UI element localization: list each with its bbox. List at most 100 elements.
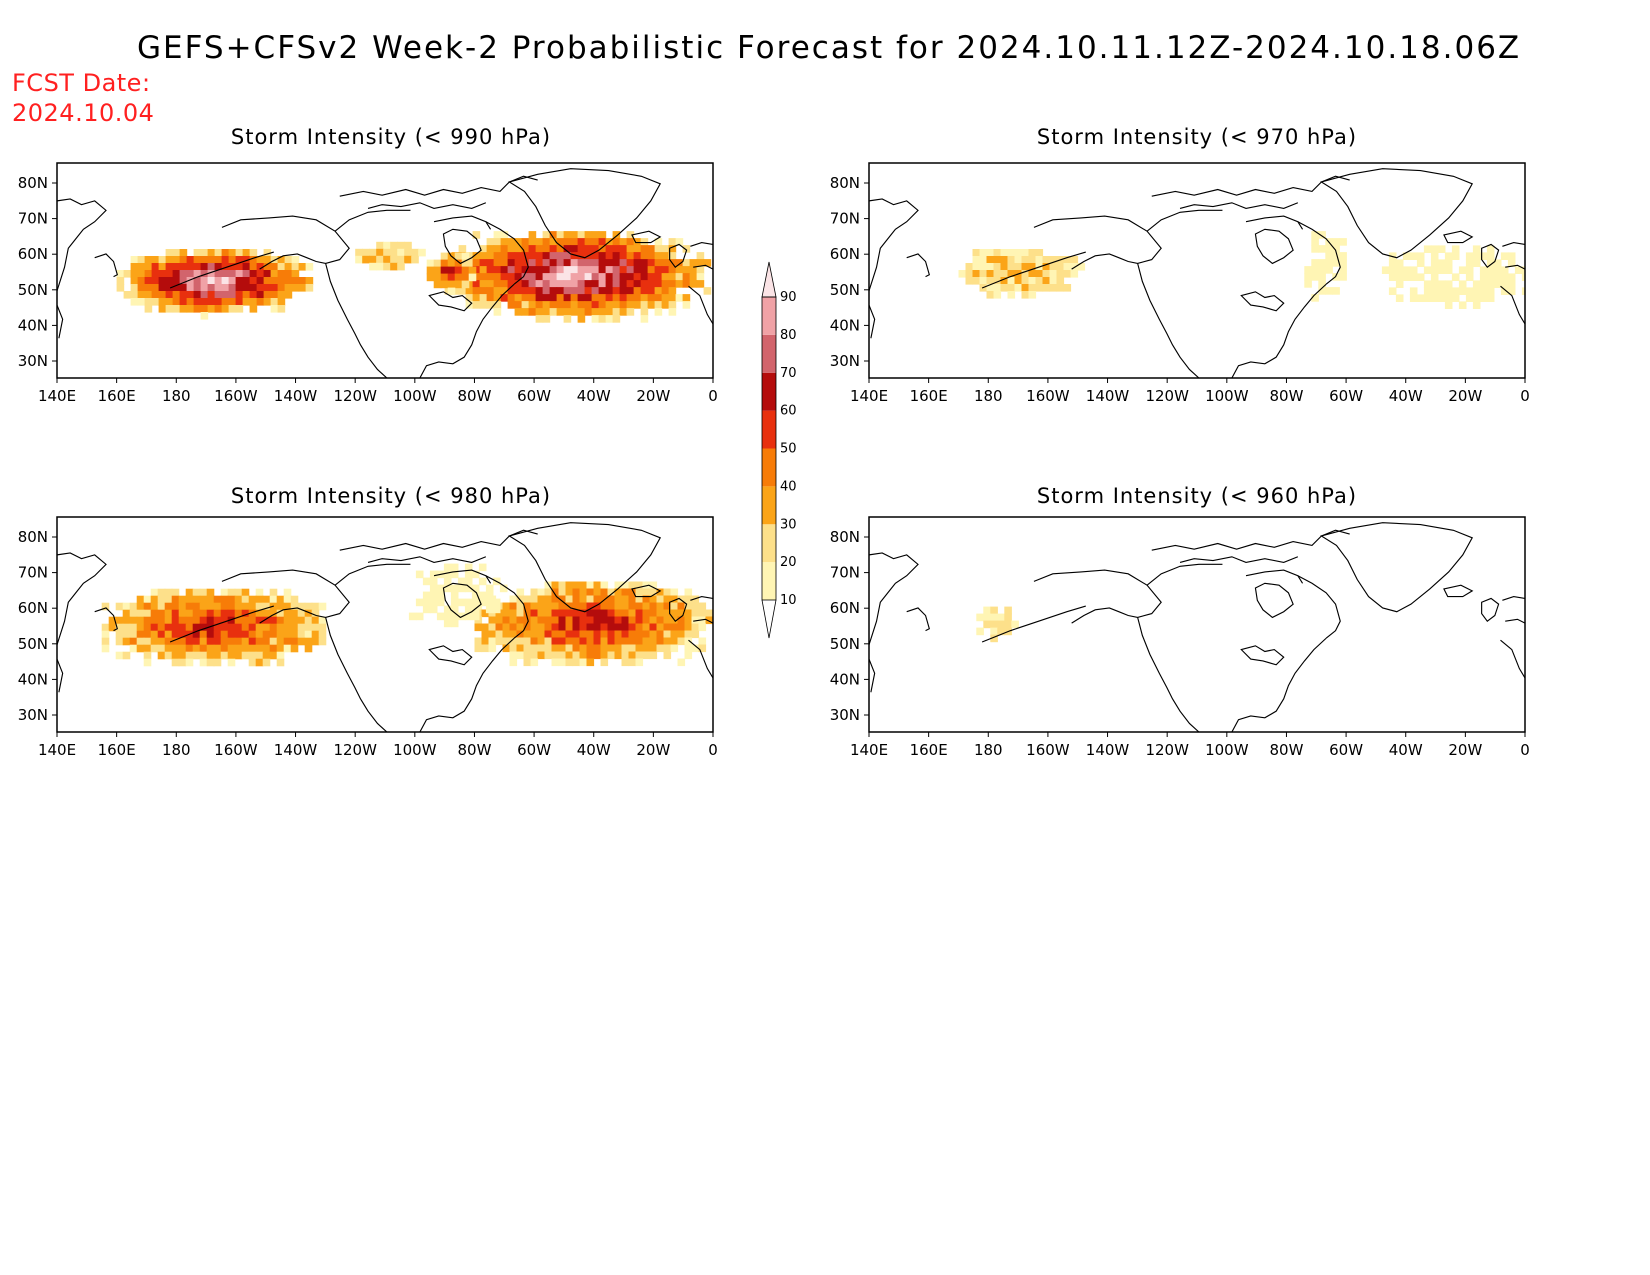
probability-cell: [640, 259, 649, 267]
probability-cell: [297, 630, 306, 639]
probability-cell: [530, 602, 539, 611]
probability-cell: [228, 298, 237, 306]
probability-cell: [593, 588, 602, 597]
probability-cell: [479, 301, 488, 309]
probability-cell: [478, 563, 487, 572]
probability-cell: [186, 270, 195, 278]
probability-cell: [1021, 263, 1030, 271]
probability-cell: [1430, 280, 1439, 288]
probability-cell: [137, 298, 146, 306]
probability-cell: [297, 616, 306, 625]
probability-cell: [542, 266, 551, 274]
probability-cell: [502, 616, 511, 625]
probability-cell: [471, 570, 480, 579]
probability-cell: [454, 273, 463, 282]
probability-cell: [228, 249, 237, 257]
probability-cell: [1465, 294, 1474, 302]
probability-cell: [1035, 249, 1044, 257]
probability-cell: [551, 588, 560, 597]
probability-cell: [468, 273, 477, 282]
probability-cell: [1049, 263, 1058, 271]
probability-cell: [649, 616, 658, 625]
probability-cell: [598, 280, 607, 288]
probability-cell: [607, 651, 616, 660]
probability-cell: [443, 605, 452, 614]
probability-cell: [1507, 259, 1516, 267]
probability-cell: [207, 291, 216, 299]
probability-cell: [277, 277, 286, 285]
probability-cell: [684, 602, 693, 611]
probability-cell: [1063, 256, 1072, 264]
probability-cell: [656, 644, 665, 653]
probability-cell: [200, 263, 209, 271]
probability-cell: [249, 249, 258, 257]
probability-cell: [551, 581, 560, 590]
probability-cell: [1472, 280, 1481, 288]
probability-cell: [577, 273, 586, 281]
probability-cell: [192, 644, 201, 653]
probability-cell: [390, 241, 398, 250]
probability-cell: [640, 315, 649, 323]
probability-cell: [656, 637, 665, 646]
probability-cell: [137, 291, 146, 299]
probability-cell: [1500, 252, 1509, 260]
probability-cell: [642, 644, 651, 653]
probability-cell: [642, 616, 651, 625]
probability-cell: [248, 637, 257, 646]
y-tick-label: 50N: [18, 281, 48, 299]
probability-cell: [262, 651, 271, 660]
probability-cell: [670, 602, 679, 611]
probability-cell: [530, 651, 539, 660]
probability-cell: [640, 287, 649, 295]
probability-cell: [523, 658, 532, 667]
probability-cell: [1395, 266, 1404, 274]
probability-cell: [269, 609, 278, 618]
probability-cell: [471, 605, 480, 614]
probability-cell: [626, 231, 635, 239]
probability-cell: [633, 273, 642, 281]
probability-cell: [979, 249, 988, 257]
probability-cell: [383, 255, 391, 264]
probability-cell: [157, 609, 166, 618]
probability-cell: [1049, 284, 1058, 292]
probability-cell: [101, 602, 110, 611]
probability-cell: [123, 270, 132, 278]
probability-cell: [185, 595, 194, 604]
probability-cell: [542, 301, 551, 309]
y-tick-label: 60N: [830, 245, 860, 263]
probability-cell: [1318, 287, 1326, 295]
probability-cell: [426, 266, 435, 275]
probability-cell: [993, 263, 1002, 271]
probability-cell: [242, 298, 251, 306]
probability-cell: [1486, 280, 1495, 288]
probability-cell: [248, 623, 257, 632]
probability-cell: [642, 651, 651, 660]
probability-cell: [523, 630, 532, 639]
probability-cell: [1430, 252, 1439, 260]
probability-cell: [1444, 266, 1453, 274]
probability-cell: [628, 658, 637, 667]
probability-cell: [677, 616, 686, 625]
y-tick-label: 30N: [18, 352, 48, 370]
probability-cell: [551, 651, 560, 660]
probability-cell: [598, 245, 607, 253]
probability-cell: [305, 284, 314, 292]
probability-cell: [1423, 280, 1432, 288]
probability-cell: [572, 658, 581, 667]
probability-cell: [551, 602, 560, 611]
probability-cell: [696, 259, 705, 267]
probability-cell: [612, 294, 621, 302]
x-tick-label: 20W: [636, 387, 670, 405]
probability-cell: [579, 616, 588, 625]
probability-cell: [213, 595, 222, 604]
probability-cell: [144, 284, 153, 292]
probability-cell: [684, 644, 693, 653]
probability-cell: [965, 277, 974, 285]
probability-cell: [130, 284, 139, 292]
probability-cell: [318, 602, 327, 611]
probability-cell: [221, 256, 230, 264]
probability-cell: [1325, 245, 1333, 253]
probability-cell: [558, 651, 567, 660]
probability-cell: [200, 249, 209, 257]
probability-cell: [235, 298, 244, 306]
